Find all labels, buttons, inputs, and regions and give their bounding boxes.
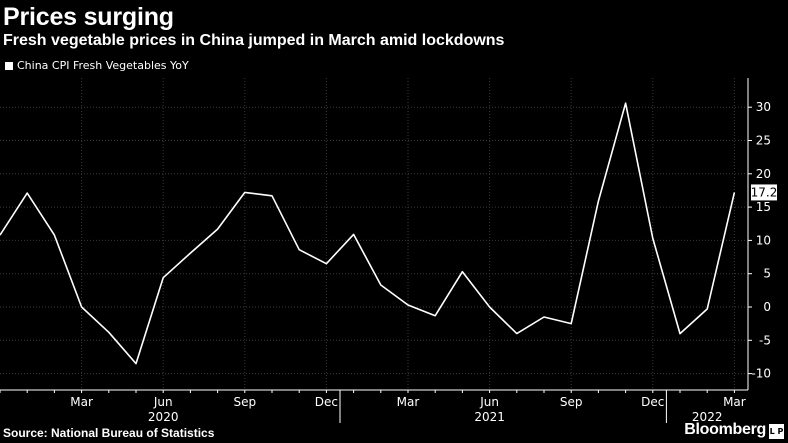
y-tick-label: 5 [763, 267, 771, 281]
brand-logo: Bloomberg [684, 421, 766, 438]
y-tick-label: 20 [756, 167, 771, 181]
y-tick-label: 30 [756, 100, 771, 114]
chart-subtitle: Fresh vegetable prices in China jumped i… [3, 32, 505, 49]
last-value-label: 17.2 [751, 185, 778, 199]
y-tick-label: -5 [759, 333, 771, 347]
last-value-box [751, 184, 777, 201]
chart-title: Prices surging [3, 3, 174, 31]
x-tick-label: Dec [641, 395, 664, 409]
x-tick-label: Mar [723, 395, 746, 409]
x-year-label: 2021 [474, 410, 505, 424]
y-tick-label: 25 [756, 134, 771, 148]
x-tick-label: Sep [560, 395, 583, 409]
x-tick-label: Dec [315, 395, 338, 409]
y-tick-label: 15 [756, 200, 771, 214]
legend-swatch [5, 61, 13, 70]
bloomberg-terminal-icon: L P [769, 424, 784, 439]
y-tick-label: -10 [751, 367, 771, 381]
x-tick-label: Jun [479, 395, 499, 409]
legend-label: China CPI Fresh Vegetables YoY [17, 59, 189, 72]
source-note: Source: National Bureau of Statistics [3, 426, 215, 440]
x-tick-label: Mar [70, 395, 93, 409]
series-line [0, 102, 736, 365]
x-tick-label: Jun [153, 395, 173, 409]
y-tick-label: 0 [763, 300, 771, 314]
x-year-label: 2020 [148, 410, 179, 424]
x-year-label: 2022 [692, 410, 723, 424]
x-tick-label: Mar [397, 395, 420, 409]
x-tick-label: Sep [233, 395, 256, 409]
legend: China CPI Fresh Vegetables YoY [5, 59, 189, 72]
y-tick-label: 10 [756, 233, 771, 247]
